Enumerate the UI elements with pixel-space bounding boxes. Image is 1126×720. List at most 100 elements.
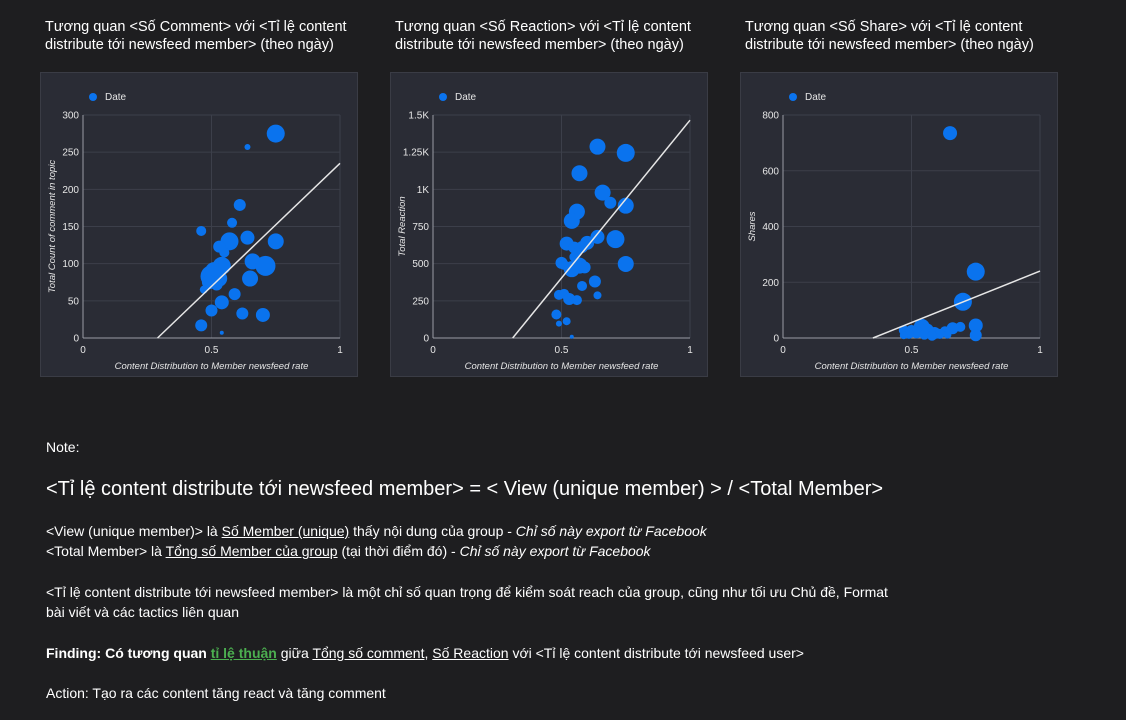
x-tick-label: 0.5 [555, 345, 569, 356]
trend-line [512, 119, 691, 339]
data-point [969, 329, 982, 342]
data-point [968, 318, 983, 333]
data-point [205, 304, 218, 317]
proportional-link[interactable]: tỉ lệ thuận [210, 645, 277, 661]
finding-text: Finding: Có tương quan tỉ lệ thuận giữa … [46, 643, 804, 663]
scatter-chart-reactions: Date 0 250 500 750 1K 1.25K 1.5K 0 0.5 1 Content Di… [397, 92, 693, 372]
data-point [943, 126, 958, 141]
data-point [589, 138, 606, 155]
definition-total-desc: (tại thời điểm đó) - [337, 543, 460, 559]
data-point [588, 275, 601, 288]
y-tick-label: 300 [62, 111, 79, 122]
definition-total-source: Chỉ số này export từ Facebook [459, 543, 651, 559]
data-point [569, 334, 574, 339]
data-point [617, 197, 634, 214]
legend-label: Date [455, 92, 477, 103]
action-text: Action: Tạo ra các content tăng react và… [46, 685, 386, 701]
data-point [919, 329, 930, 340]
y-tick-label: 150 [62, 222, 79, 233]
data-point [242, 270, 259, 287]
importance-paragraph: <Tỉ lệ content distribute tới newsfeed m… [46, 584, 888, 620]
y-tick-label: 100 [62, 259, 79, 270]
formula-text: <Tỉ lệ content distribute tới newsfeed m… [46, 478, 884, 500]
definition-total: <Total Member> là Tổng số Member của gro… [46, 541, 651, 561]
data-point [563, 293, 576, 306]
data-point [593, 291, 602, 300]
data-point [196, 225, 207, 236]
data-point [571, 165, 588, 182]
legend-marker [439, 93, 447, 101]
data-point [604, 196, 617, 209]
data-point [563, 261, 580, 278]
finding-label: Finding: Có tương quan [46, 645, 211, 661]
chart-title-reactions: Tương quan <Số Reaction> với <Tỉ lệ cont… [395, 19, 691, 53]
x-tick-label: 0.5 [905, 345, 919, 356]
definition-view-source: Chỉ số này export từ Facebook [515, 523, 707, 539]
data-point [214, 295, 229, 310]
data-point [577, 280, 588, 291]
data-point [244, 143, 251, 150]
data-point [934, 328, 945, 339]
data-point [617, 255, 634, 272]
total-member-link[interactable]: Tổng số Member của group [165, 543, 338, 559]
data-point [571, 295, 582, 306]
trend-line [157, 162, 341, 339]
y-tick-label: 200 [62, 185, 79, 196]
data-point [578, 261, 591, 274]
y-tick-label: 400 [762, 222, 779, 233]
finding-comma: , [424, 645, 433, 661]
x-tick-label: 1 [687, 345, 693, 356]
y-tick-label: 800 [762, 111, 779, 122]
data-point [240, 230, 255, 245]
data-point [219, 330, 224, 335]
finding-between: giữa [276, 645, 313, 661]
chart-title-shares: Tương quan <Số Share> với <Tỉ lệ content… [745, 19, 1034, 53]
data-point [255, 255, 276, 276]
data-point [195, 319, 208, 332]
x-axis-label: Content Distribution to Member newsfeed … [465, 361, 659, 372]
x-axis-label: Content Distribution to Member newsfeed … [815, 361, 1009, 372]
reaction-link[interactable]: Số Reaction [432, 645, 509, 661]
data-point [266, 124, 285, 143]
data-point [943, 330, 952, 339]
y-tick-label: 250 [412, 296, 429, 307]
data-point [227, 217, 238, 228]
y-tick-label: 0 [73, 334, 79, 345]
x-tick-label: 1 [1037, 345, 1043, 356]
trend-line [872, 270, 1041, 339]
data-point [210, 278, 223, 291]
x-tick-label: 0.5 [205, 345, 219, 356]
y-tick-label: 250 [62, 148, 79, 159]
definition-total-term: <Total Member> là [46, 543, 166, 559]
x-tick-label: 0 [80, 345, 86, 356]
chart-panel-shares: Date 0 200 400 600 800 0 0.5 1 Content Distributi… [740, 72, 1058, 377]
scatter-chart-shares: Date 0 200 400 600 800 0 0.5 1 Content Distributi… [747, 92, 1043, 372]
y-tick-label: 500 [412, 259, 429, 270]
legend-marker [789, 93, 797, 101]
data-point [236, 307, 249, 320]
unique-member-link[interactable]: Số Member (unique) [221, 523, 350, 539]
scatter-chart-comments: Date 0 50 100 150 200 250 300 0 0.5 1 Content Distr… [47, 92, 343, 372]
data-point [551, 309, 562, 320]
legend-marker [89, 93, 97, 101]
data-point [562, 317, 571, 326]
data-point [899, 331, 908, 340]
data-point [966, 262, 985, 281]
data-point [927, 330, 938, 341]
data-point [590, 229, 605, 244]
data-point [228, 288, 241, 301]
data-point [594, 184, 611, 201]
y-axis-label: Total Reaction [397, 196, 408, 256]
chart-panel-comments: Date 0 50 100 150 200 250 300 0 0.5 1 Content Distr… [40, 72, 358, 377]
data-point [219, 247, 230, 258]
x-axis-label: Content Distribution to Member newsfeed … [115, 361, 309, 372]
definition-view: <View (unique member)> là Số Member (uni… [46, 521, 707, 541]
x-tick-label: 1 [337, 345, 343, 356]
data-point [555, 320, 562, 327]
y-tick-label: 0 [773, 334, 779, 345]
note-heading: Note: [46, 439, 80, 455]
y-tick-label: 50 [68, 296, 80, 307]
chart-title-comments: Tương quan <Số Comment> với <Tỉ lệ conte… [45, 19, 347, 53]
total-comment-link[interactable]: Tổng số comment [312, 645, 425, 661]
y-tick-label: 1.5K [408, 111, 429, 122]
